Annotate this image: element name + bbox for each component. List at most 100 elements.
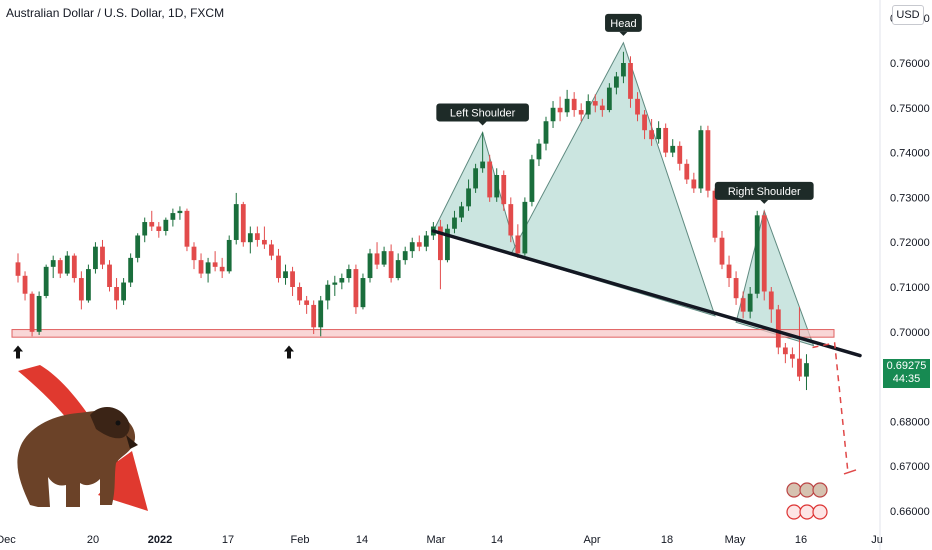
candle-body [684, 163, 690, 180]
candle-body [557, 107, 563, 113]
candle-body [156, 226, 162, 231]
candle-body [670, 145, 676, 153]
candle-body [233, 204, 239, 240]
candle-body [71, 255, 77, 279]
candle-body [797, 358, 802, 377]
candle-body [614, 76, 619, 88]
x-tick-label: Feb [291, 534, 310, 546]
support-zone-layer [11, 329, 835, 338]
left-shoulder-label-text: Left Shoulder [450, 107, 516, 119]
candle-body [649, 130, 654, 140]
x-tick-label: Mar [427, 534, 446, 546]
candle-body [22, 275, 28, 294]
last-price-value: 0.69275 [886, 360, 927, 372]
candle-body [332, 282, 338, 285]
price-axis[interactable]: 0.660000.670000.680000.690000.700000.710… [879, 0, 930, 550]
candle-body [15, 262, 21, 276]
candle-body [367, 253, 373, 279]
candle-body [790, 354, 795, 359]
candle-body [564, 98, 570, 113]
head-label-text: Head [610, 18, 636, 30]
x-tick-label: Ju [871, 534, 883, 546]
candle-body [494, 175, 500, 198]
candle-body [184, 210, 190, 247]
candle-body [501, 175, 507, 205]
candle-body [128, 257, 134, 283]
candle-body [768, 291, 774, 310]
candle-body [726, 264, 732, 279]
candle-body [480, 161, 486, 169]
candle-body [254, 233, 260, 240]
candle-body [571, 98, 577, 111]
x-tick-label: 17 [222, 534, 234, 546]
candle-body [677, 145, 683, 164]
neckline [431, 229, 862, 358]
candle-body [170, 213, 176, 220]
candle-body [374, 253, 380, 265]
candle-body [276, 255, 281, 279]
candle-body [212, 262, 218, 267]
candle-body [247, 233, 253, 243]
x-tick-label: May [725, 534, 746, 546]
candle-body [754, 215, 760, 294]
candle-body [163, 219, 169, 231]
candle-body [198, 260, 204, 274]
x-tick-label: 18 [661, 534, 673, 546]
candle-body [550, 107, 556, 122]
time-axis[interactable]: Dec 20 2022 17 Feb 14 Mar 14 Apr 18 May 16 Ju [0, 534, 883, 546]
candle-body [29, 293, 35, 332]
x-tick-label: Apr [583, 534, 600, 546]
x-tick-label: 16 [795, 534, 807, 546]
candle-body [269, 244, 274, 256]
candle-body [473, 168, 478, 189]
candle-body [353, 269, 359, 308]
candle-body [78, 278, 84, 301]
candle-body [592, 101, 598, 106]
head-shape [510, 41, 716, 317]
candle-body [775, 309, 781, 348]
candle-body [93, 246, 98, 270]
candle-body [529, 159, 535, 202]
candle-body [423, 235, 429, 247]
candle-body [543, 121, 549, 144]
candle-body [522, 201, 528, 254]
candle-body [409, 242, 415, 252]
overlay-layer: Left Shoulder Head Right Shoulder [13, 13, 862, 475]
candle-body [438, 226, 443, 261]
candle-body [402, 251, 408, 261]
candle-body [311, 304, 317, 328]
candle-body [107, 264, 112, 287]
countdown-timer: 44:35 [892, 373, 921, 385]
candle-body [740, 298, 746, 312]
candle-body [656, 127, 662, 140]
x-tick-label: 2022 [148, 534, 172, 546]
candle-body [733, 278, 739, 299]
head-label: Head [605, 13, 642, 36]
currency-button[interactable]: USD [892, 5, 924, 25]
projection-arrowhead [843, 469, 857, 475]
y-tick-label: 0.74000 [890, 148, 930, 160]
indicator-badges-icon[interactable] [786, 481, 828, 523]
candle-body [719, 237, 725, 265]
y-tick-label: 0.70000 [890, 327, 930, 339]
left-shoulder-label: Left Shoulder [436, 103, 529, 126]
symbol-title: Australian Dollar / U.S. Dollar, 1D, FXC… [6, 6, 225, 20]
candle-body [57, 260, 63, 274]
y-tick-label: 0.66000 [890, 506, 930, 518]
candle-body [149, 222, 155, 227]
candle-body [578, 110, 584, 115]
candle-body [205, 262, 211, 274]
candle-body [804, 363, 809, 377]
y-tick-label: 0.72000 [890, 237, 930, 249]
candle-body [346, 269, 352, 279]
y-tick-label: 0.76000 [890, 58, 930, 70]
candle-body [747, 293, 753, 312]
candle-body [86, 269, 91, 301]
last-price-tag: 0.69275 44:35 [883, 359, 930, 388]
candlestick-series[interactable] [15, 51, 809, 391]
candle-body [599, 105, 605, 111]
projection-path [812, 342, 849, 473]
right-shoulder-shape [735, 209, 815, 347]
candle-body [761, 215, 767, 292]
